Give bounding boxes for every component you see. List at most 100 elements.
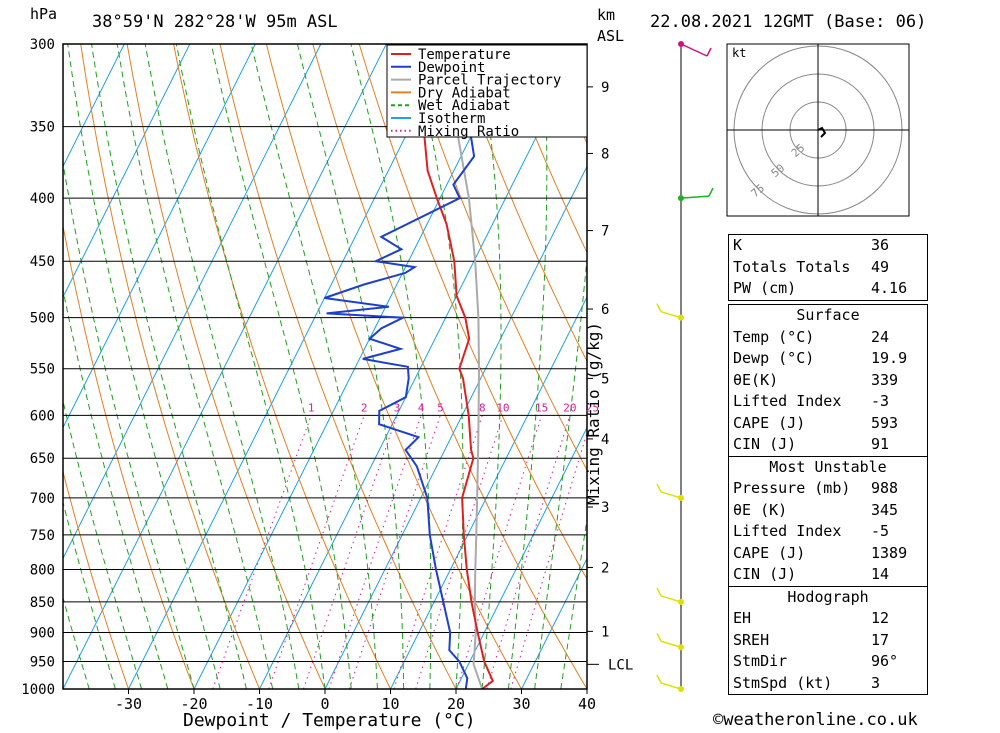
wind-barb-flag [708, 187, 714, 197]
x-tick-label: 10 [381, 695, 399, 713]
km-tick-label: 4 [601, 432, 609, 448]
isotherm-line [324, 165, 587, 689]
wind-barb-flag [656, 587, 662, 597]
wind-barb [660, 491, 682, 499]
pressure-tick-label: 550 [30, 362, 55, 378]
km-tick-label: 7 [601, 224, 609, 240]
pressure-tick-label: 800 [30, 562, 55, 578]
x-tick-label: 20 [447, 695, 465, 713]
wet-adiabat-line [350, 44, 432, 689]
wet-adiabat-line [91, 44, 247, 689]
isotherm-line [63, 44, 191, 299]
dry-adiabat-line [63, 223, 195, 689]
pressure-unit-label: hPa [30, 5, 58, 23]
mixing-ratio-line [212, 415, 312, 689]
dry-adiabat-line [498, 44, 587, 254]
wind-barb [660, 682, 682, 690]
copyright-link[interactable]: ©weatheronline.co.uk [713, 710, 918, 730]
pressure-tick-label: 400 [30, 191, 55, 207]
pressure-tick-label: 900 [30, 626, 55, 642]
isotherm-line [521, 557, 587, 689]
wet-adiabat-line [560, 516, 587, 689]
pressure-tick-label: 850 [30, 595, 55, 611]
wind-barb-flag [656, 674, 662, 684]
mixing-ratio-line [328, 415, 422, 689]
legend-entry: Dry Adiabat [418, 85, 511, 101]
mixing-ratio-line [303, 415, 398, 689]
index-row: CIN (J) 91 [733, 435, 890, 453]
index-row: StmDir 96° [733, 652, 899, 670]
km-tick-label: 1 [601, 624, 609, 640]
temperature-line [398, 44, 495, 689]
mixing-ratio-label: 15 [535, 401, 548, 414]
dry-adiabat-line [451, 44, 587, 363]
isotherm-line [128, 44, 453, 689]
wet-adiabat-line [116, 44, 274, 689]
wet-adiabat-line [63, 160, 195, 689]
legend-entry: Mixing Ratio [418, 124, 519, 140]
dry-adiabat-line [963, 44, 1000, 689]
km-tick-label: 8 [601, 146, 609, 162]
lcl-label: LCL [608, 657, 633, 673]
legend-entry: Parcel Trajectory [418, 73, 561, 89]
wet-adiabat-line [411, 44, 464, 689]
pressure-tick-label: 450 [30, 254, 55, 270]
km-tick-label: 6 [601, 302, 609, 318]
dry-adiabat-line [265, 44, 522, 689]
isotherm-line [390, 295, 587, 689]
index-row: Lifted Index -5 [733, 522, 890, 540]
mixing-ratio-axis-label: Mixing Ratio (g/kg) [584, 321, 603, 505]
mixing-ratio-line [415, 415, 504, 689]
index-row: Temp (°C) 24 [733, 327, 890, 346]
wind-barb-flag [706, 47, 712, 57]
isotherm-line [63, 44, 387, 689]
wet-adiabat-line [210, 44, 352, 689]
isotherm-line [455, 426, 587, 689]
legend-entry: Temperature [418, 47, 511, 63]
mixing-ratio-label: 2 [361, 401, 368, 414]
km-tick-label: 5 [601, 371, 609, 387]
index-row: SREH 17 [733, 630, 890, 649]
wet-adiabat-line [586, 686, 587, 689]
wet-adiabat-line [507, 44, 548, 689]
wet-adiabat-line [63, 398, 143, 689]
dewpoint-line [324, 44, 495, 689]
x-tick-label: 30 [512, 695, 530, 713]
dry-adiabat-line [173, 44, 391, 689]
indices-surface-table: Surface Temp (°C) 24 Dewp (°C) 19.9 θE(K) 3… [728, 304, 928, 695]
legend-entry: Dewpoint [418, 60, 485, 76]
index-row: CAPE (J) 593 [733, 413, 899, 432]
mixing-ratio-label: 4 [418, 401, 425, 414]
dry-adiabat-line [312, 44, 587, 689]
pressure-tick-label: 950 [30, 655, 55, 671]
pressure-tick-label: 750 [30, 528, 55, 544]
asl-unit-label: ASL [597, 27, 625, 45]
index-row: CAPE (J) 1389 [733, 543, 908, 562]
wet-adiabat-line [144, 44, 300, 689]
surface-title: Surface [796, 306, 860, 324]
hodograph-unit-label: kt [732, 46, 746, 60]
mixing-ratio-label: 25 [586, 401, 599, 414]
index-row: Pressure (mb) 988 [733, 479, 899, 497]
hodograph-trace [817, 126, 827, 138]
x-tick-label: -30 [115, 695, 142, 713]
legend-entry: Isotherm [418, 111, 485, 127]
index-row: EH 12 [733, 609, 890, 627]
km-unit-label: km [597, 6, 616, 24]
wind-barb [660, 595, 682, 603]
isotherm-line [63, 44, 125, 168]
index-row: θE (K) 345 [733, 500, 899, 519]
location-label: 38°59'N 282°28'W 95m ASL [92, 12, 338, 32]
legend-entry: Wet Adiabat [418, 98, 511, 114]
index-row: CIN (J) 14 [733, 565, 890, 583]
mixing-ratio-line [510, 431, 587, 689]
x-tick-label: -10 [246, 695, 273, 713]
wet-adiabat-line [175, 44, 326, 689]
wet-adiabat-line [296, 44, 405, 689]
wind-barb-flag [656, 483, 662, 493]
pressure-tick-label: 500 [30, 311, 55, 327]
pressure-tick-label: 300 [30, 37, 55, 53]
pressure-tick-label: 700 [30, 491, 55, 507]
pressure-tick-label: 350 [30, 120, 55, 136]
